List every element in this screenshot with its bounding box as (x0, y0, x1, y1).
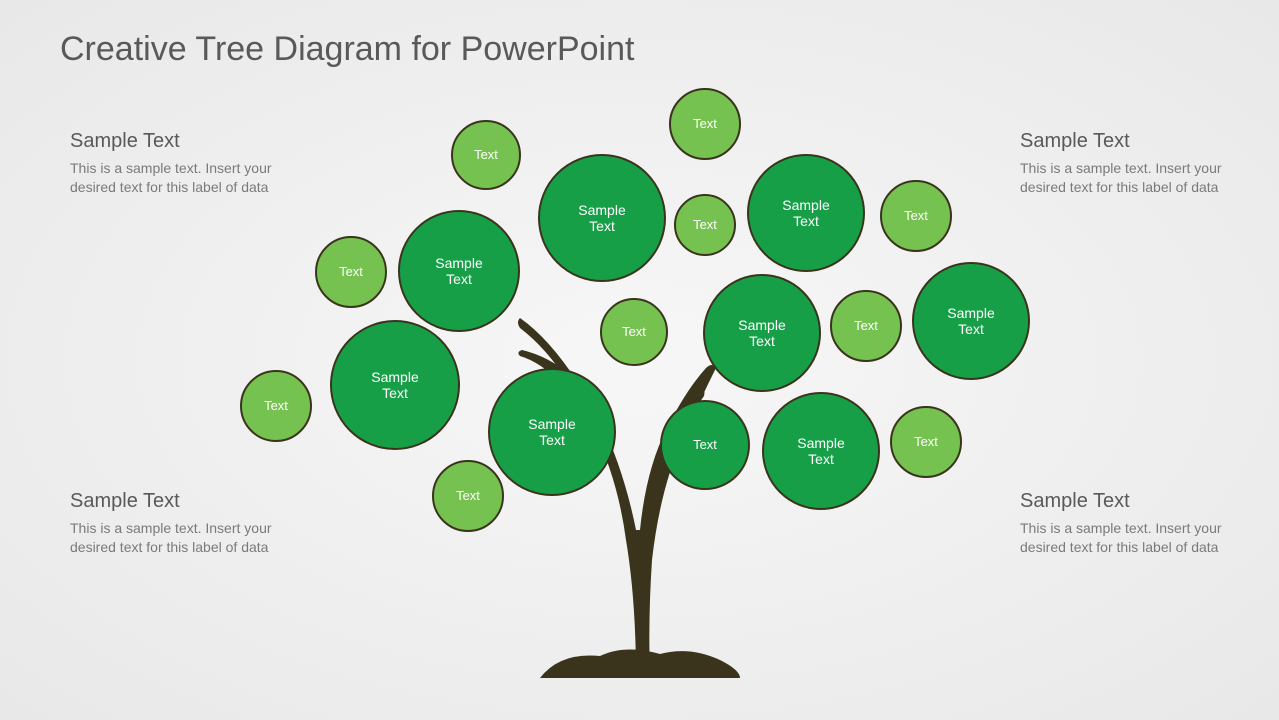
tree-node-label: Text (339, 265, 363, 280)
tree-node-label: Sample Text (797, 435, 844, 467)
tree-node-label: Sample Text (371, 369, 418, 401)
tree-node: Sample Text (538, 154, 666, 282)
tree-node-label: Text (914, 435, 938, 450)
tree-node: Text (674, 194, 736, 256)
tree-node-label: Text (693, 438, 717, 453)
tree-node: Text (240, 370, 312, 442)
tree-node: Text (432, 460, 504, 532)
tree-node: Sample Text (762, 392, 880, 510)
tree-node: Sample Text (703, 274, 821, 392)
tree-node: Text (669, 88, 741, 160)
tree-node: Text (830, 290, 902, 362)
tree-canopy: Text Text Sample Text Text Sample Text Text Te… (0, 0, 1279, 720)
tree-node-label: Text (693, 218, 717, 233)
tree-node-label: Text (456, 489, 480, 504)
tree-node: Text (890, 406, 962, 478)
tree-node-label: Sample Text (738, 317, 785, 349)
tree-node-label: Sample Text (947, 305, 994, 337)
tree-node: Text (660, 400, 750, 490)
tree-node: Text (451, 120, 521, 190)
tree-node: Sample Text (488, 368, 616, 496)
tree-node-label: Sample Text (435, 255, 482, 287)
tree-node-label: Text (622, 325, 646, 340)
tree-node-label: Text (264, 399, 288, 414)
tree-node: Text (315, 236, 387, 308)
tree-node: Sample Text (398, 210, 520, 332)
tree-node-label: Sample Text (782, 197, 829, 229)
tree-node: Text (600, 298, 668, 366)
tree-node-label: Sample Text (578, 202, 625, 234)
tree-node-label: Text (854, 319, 878, 334)
tree-node-label: Sample Text (528, 416, 575, 448)
tree-node-label: Text (474, 148, 498, 163)
tree-node-label: Text (904, 209, 928, 224)
tree-node: Sample Text (747, 154, 865, 272)
tree-node: Sample Text (912, 262, 1030, 380)
tree-node-label: Text (693, 117, 717, 132)
tree-node: Sample Text (330, 320, 460, 450)
tree-node: Text (880, 180, 952, 252)
